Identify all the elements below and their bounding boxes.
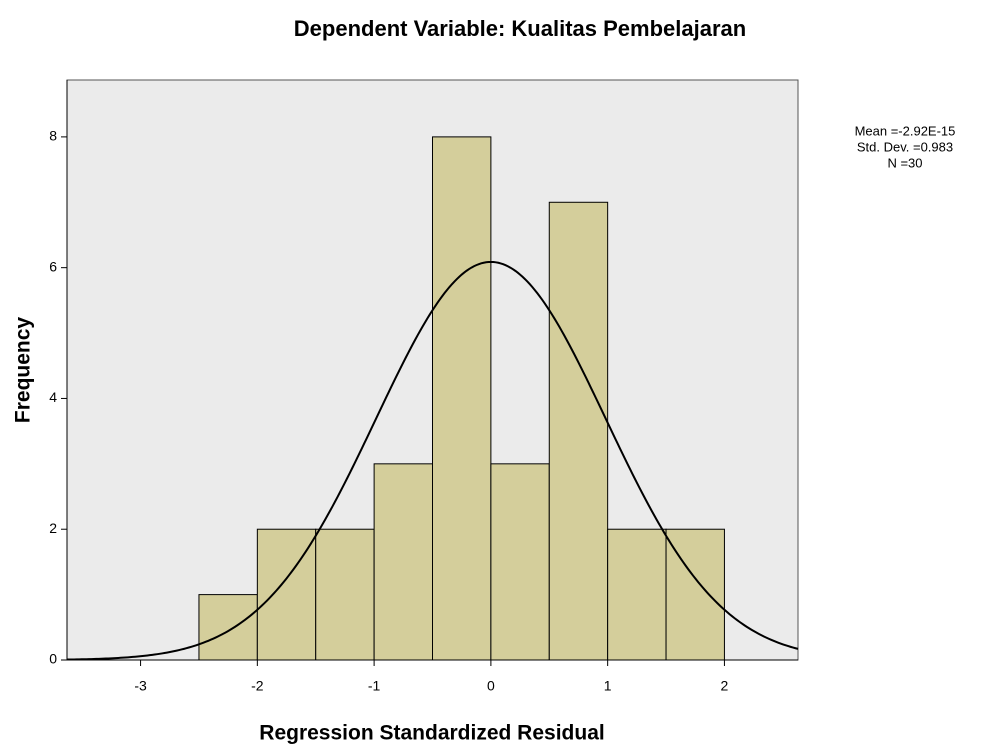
bar [373, 463, 433, 661]
y-tick-label: 6 [49, 258, 57, 274]
stat-label: N =30 [887, 155, 922, 170]
bar [432, 136, 492, 661]
bar [198, 594, 258, 661]
x-tick-label: -2 [251, 678, 264, 694]
normal-curve [66, 260, 799, 661]
x-axis-label: Regression Standardized Residual [259, 722, 604, 745]
stat-label: Mean =-2.92E-15 [855, 123, 956, 138]
y-tick-label: 4 [49, 389, 57, 405]
bar [548, 201, 609, 661]
y-tick-label: 0 [49, 651, 57, 667]
y-tick-label: 2 [49, 520, 57, 536]
y-axis-label: Frequency [12, 317, 35, 424]
chart-title: Dependent Variable: Kualitas Pembelajara… [294, 16, 746, 41]
x-tick-label: -3 [134, 678, 147, 694]
x-tick-label: 2 [721, 678, 729, 694]
bar [607, 528, 667, 661]
x-tick-label: 1 [604, 678, 612, 694]
x-tick-label: -1 [368, 678, 381, 694]
bar [490, 463, 550, 661]
bar [315, 528, 375, 661]
x-tick-label: 0 [487, 678, 495, 694]
stat-label: Std. Dev. =0.983 [857, 139, 953, 154]
y-tick-label: 8 [49, 128, 57, 144]
